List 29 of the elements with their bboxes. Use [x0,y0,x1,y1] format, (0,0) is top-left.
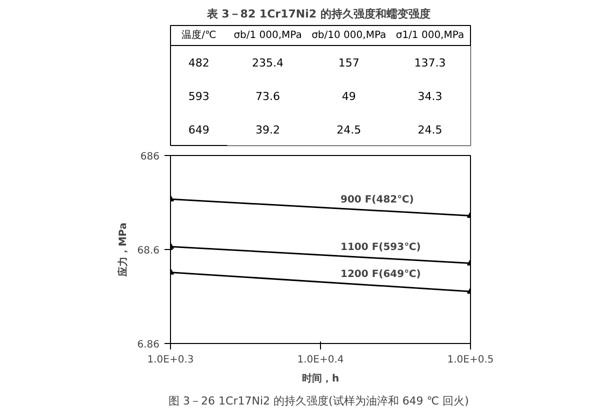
x-tick-label: 1.0E+0.5 [447,354,494,366]
data-label: 235.4 [252,56,284,70]
x-tick-label: σb/1 000,MPa [234,30,302,41]
data-label: 49 [342,90,356,103]
data-label: 39.2 [256,123,280,136]
data-label: 73.6 [256,90,280,103]
data-label: 24.5 [418,123,442,136]
data-label: 34.3 [418,90,442,103]
series-label: 1200 F(649℃) [340,268,421,280]
y-tick-label: 68.6 [137,246,160,256]
data-label: 137.3 [414,56,446,70]
y-tick-label: 593 [188,90,210,103]
x-axis-title: 时间，h [302,372,340,384]
chart-title: 表 3－82 1Cr17Ni2 的持久强度和蠕变强度 [206,8,430,20]
y-tick-label: 6.86 [137,340,160,350]
y-axis-title: 温度/℃ [182,29,216,41]
y-tick-label: 649 [188,123,210,136]
series-label: 900 F(482℃) [340,194,414,206]
y-tick-label: 686 [140,152,160,162]
data-label: 24.5 [336,123,362,136]
text: 图 3－26 1Cr17Ni2 的持久强度(试样为油淬和 649 ℃ 回火) [168,394,469,408]
x-tick-label: 1.0E+0.3 [147,354,194,366]
data-label: 157 [338,56,360,70]
y-axis-title: 应力，MPa [117,222,130,278]
x-tick-label: 1.0E+0.4 [297,354,344,366]
y-tick-label: 482 [188,56,210,70]
series-label: 1100 F(593℃) [340,242,421,253]
x-tick-label: σb/10 000,MPa [312,30,386,41]
x-tick-label: σ1/1 000,MPa [396,30,464,41]
